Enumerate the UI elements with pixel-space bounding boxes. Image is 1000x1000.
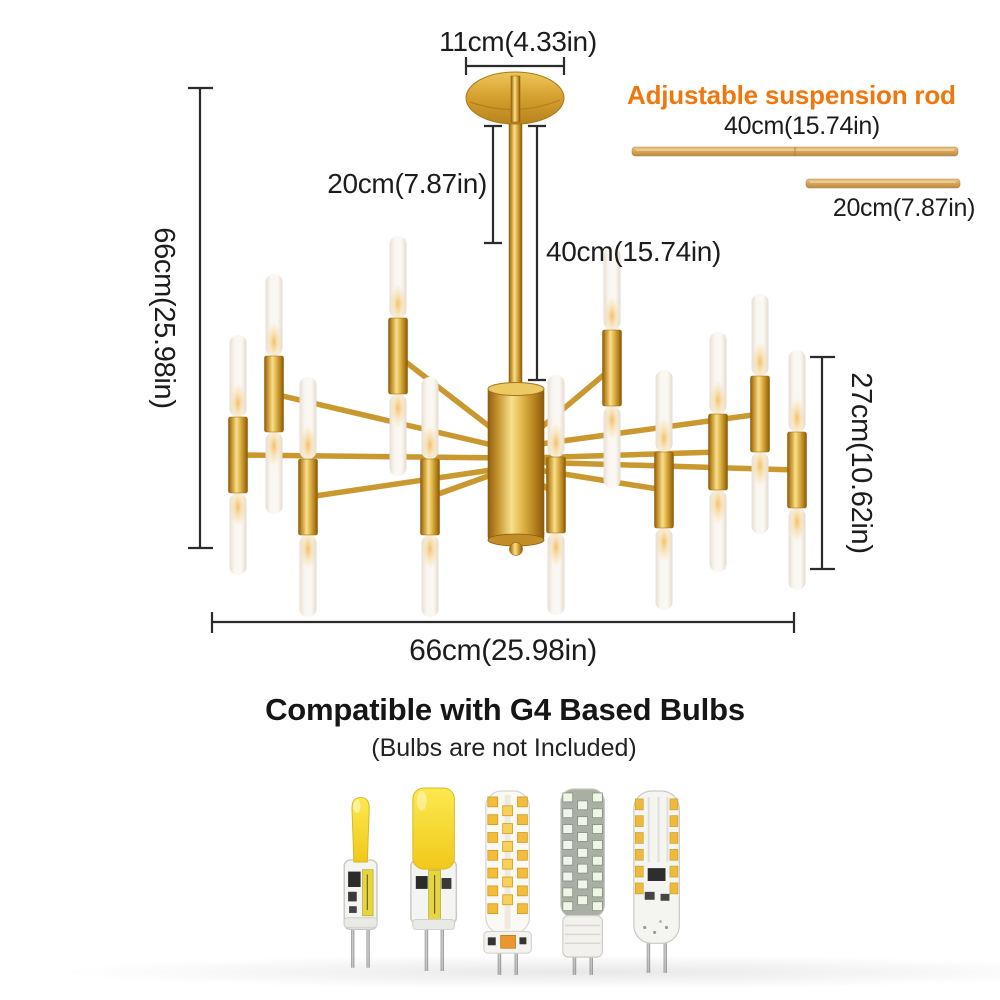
- tube-light: [420, 376, 440, 618]
- tube-light: [228, 334, 248, 576]
- tube-light: [654, 369, 674, 611]
- g4-cob-bulb-large-icon: [410, 787, 458, 971]
- floor-shadow: [70, 955, 1000, 989]
- dimension-line-canopy-width: [464, 57, 566, 75]
- g4-silicone-smd-bulb-icon: [633, 790, 680, 973]
- tube-light: [602, 247, 622, 489]
- chandelier-stem: [508, 91, 523, 393]
- dimension-line-upper-drop: [484, 124, 502, 245]
- tube-light: [750, 293, 770, 535]
- dimension-line-total-drop: [528, 124, 546, 382]
- suspension-rod-long: [631, 146, 959, 157]
- ceiling-canopy: [465, 71, 565, 125]
- canopy-width-label: 11cm(4.33in): [439, 26, 597, 57]
- upper-drop-label: 20cm(7.87in): [327, 168, 487, 199]
- tube-light: [546, 374, 566, 616]
- g4-cob-bulb-small-icon: [343, 797, 378, 968]
- g4-bulb-gallery: [326, 782, 692, 982]
- tube-light: [298, 376, 318, 618]
- adjustable-suspension-rod-title: Adjustable suspension rod: [627, 80, 956, 110]
- chandelier-hub: [487, 382, 545, 556]
- bulbs-not-included-note: (Bulbs are not Included): [371, 734, 637, 762]
- total-width-label: 66cm(25.98in): [409, 634, 597, 667]
- g4-smd-corn-bulb-cool-icon: [559, 788, 605, 975]
- body-height-label: 27cm(10.62in): [845, 372, 877, 554]
- total-height-label: 66cm(25.98in): [148, 227, 180, 409]
- dimension-line-total-width: [210, 612, 796, 633]
- tube-light: [264, 273, 284, 515]
- total-drop-label: 40cm(15.74in): [546, 236, 722, 267]
- dimension-lines: [188, 57, 835, 633]
- tube-light: [388, 235, 408, 477]
- dimension-line-body-height: [810, 355, 835, 571]
- rod-short-length-label: 20cm(7.87in): [832, 194, 976, 222]
- g4-smd-corn-bulb-warm-icon: [483, 790, 533, 975]
- compatibility-heading: Compatible with G4 Based Bulbs: [265, 692, 745, 727]
- dimension-line-total-height: [188, 86, 213, 550]
- hub-finial: [509, 542, 523, 556]
- tube-light: [787, 349, 807, 591]
- tube-light: [708, 331, 728, 573]
- suspension-rod-short: [805, 178, 961, 189]
- rod-long-length-label: 40cm(15.74in): [724, 112, 880, 140]
